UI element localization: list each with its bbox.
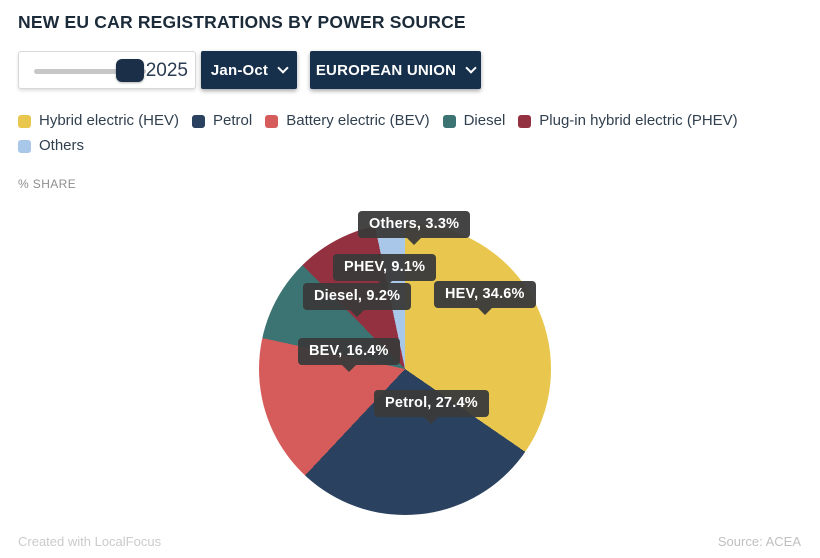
legend-item: Diesel [442, 112, 506, 129]
legend-swatch [18, 139, 31, 153]
region-dropdown-label: EUROPEAN UNION [315, 61, 457, 79]
legend-swatch [442, 114, 456, 128]
region-dropdown[interactable]: EUROPEAN UNION [310, 51, 481, 89]
page-title: NEW EU CAR REGISTRATIONS BY POWER SOURCE [18, 12, 466, 32]
legend-label: Plug-in hybrid electric (PHEV) [539, 112, 738, 129]
chevron-down-icon [465, 61, 477, 74]
callout-hev: HEV, 34.6% [434, 281, 536, 315]
legend-swatch [18, 114, 31, 128]
legend-swatch [265, 114, 279, 128]
year-slider-value: 2025 [145, 60, 188, 81]
legend-label: Battery electric (BEV) [286, 112, 430, 129]
chevron-down-icon [277, 61, 289, 74]
year-slider-track[interactable] [34, 69, 146, 74]
source-text: Source: ACEA [717, 534, 801, 549]
period-dropdown-label: Jan-Oct [210, 61, 269, 79]
attribution-text: Created with LocalFocus [18, 534, 162, 549]
legend-swatch [518, 114, 532, 128]
callout-petrol: Petrol, 27.4% [374, 390, 489, 424]
legend-swatch [192, 114, 206, 128]
legend-item: Hybrid electric (HEV) [18, 113, 179, 129]
legend-item: Petrol [192, 113, 252, 129]
legend: Hybrid electric (HEV) Petrol Battery elect… [18, 113, 793, 154]
legend-label: Diesel [463, 112, 506, 129]
legend-item: Plug-in hybrid electric (PHEV) [518, 112, 738, 129]
legend-label: Others [39, 137, 85, 154]
callout-diesel: Diesel, 9.2% [303, 283, 412, 317]
year-slider-handle[interactable] [116, 59, 144, 82]
period-dropdown[interactable]: Jan-Oct [201, 51, 297, 89]
legend-item: Battery electric (BEV) [265, 112, 430, 129]
callout-others: Others, 3.3% [358, 211, 471, 245]
year-slider: 2025 [18, 51, 196, 89]
axis-unit-label: % SHARE [18, 177, 77, 191]
legend-label: Hybrid electric (HEV) [39, 112, 180, 129]
legend-label: Petrol [213, 112, 253, 129]
callout-phev: PHEV, 9.1% [333, 254, 437, 288]
callout-bev: BEV, 16.4% [298, 338, 400, 372]
legend-item: Others [18, 138, 84, 154]
